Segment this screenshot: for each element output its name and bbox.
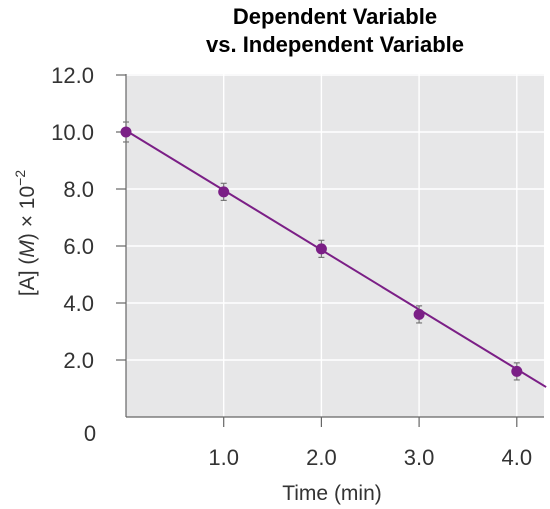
chart-title-line2: vs. Independent Variable [206,32,464,57]
y-tick-label-5: 10.0 [51,120,94,145]
x-tick-label-1: 1.0 [208,445,239,470]
y-tick-label-3: 6.0 [63,234,94,259]
origin-label: 0 [84,421,96,446]
point-marker-4 [413,308,425,320]
data-point-5 [511,362,523,381]
y-tick-label-4: 8.0 [63,177,94,202]
y-tick-label-6: 12.0 [51,63,94,88]
fit-line [125,129,547,388]
data-point-3 [315,239,327,258]
x-axis-label: Time (min) [282,482,382,505]
x-tick-label-2: 2.0 [306,445,337,470]
y-tick-label-1: 2.0 [63,348,94,373]
data-point-2 [218,182,230,201]
x-tick-label-4: 4.0 [502,445,533,470]
point-marker-3 [315,243,327,255]
y-axis-label: [A] (M) × 10−2 [12,170,39,296]
point-marker-1 [120,126,132,138]
tick-labels: 2.0 4.0 6.0 8.0 10.0 12.0 1.0 2.0 3.0 4.0 [51,63,532,470]
x-tick-label-3: 3.0 [404,445,435,470]
point-marker-5 [511,365,523,377]
data-point-1 [120,121,132,143]
chart-title-line1: Dependent Variable [233,4,437,29]
point-marker-2 [218,186,230,198]
data-points [120,121,523,381]
y-tick-label-2: 4.0 [63,291,94,316]
data-point-4 [413,305,425,324]
